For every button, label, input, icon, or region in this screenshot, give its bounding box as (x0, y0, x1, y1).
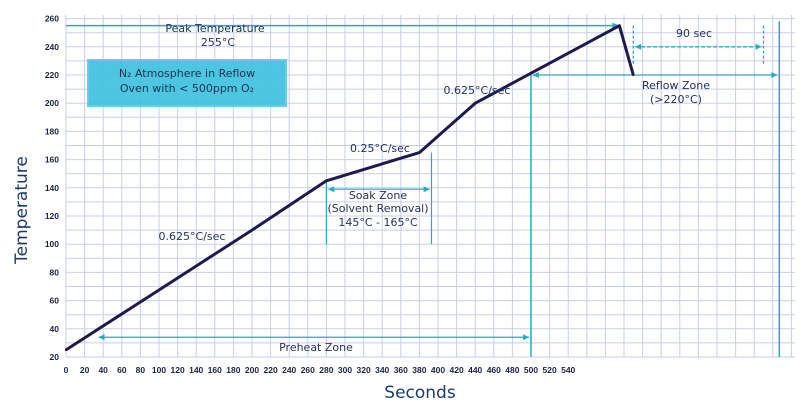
x-tick-label: 220 (264, 365, 278, 375)
y-tick-label: 20 (50, 352, 60, 362)
x-axis-title: Seconds (384, 383, 456, 403)
x-tick-label: 260 (301, 365, 315, 375)
profile-point (418, 151, 421, 154)
peak-temperature-value: 255°C (201, 36, 235, 49)
x-tick-label: 360 (394, 365, 408, 375)
profile-point (64, 348, 68, 352)
profile-point (632, 73, 635, 77)
profile-point (474, 102, 477, 105)
preheat-arrowhead-left (98, 334, 105, 341)
x-tick-label: 460 (487, 365, 501, 375)
x-tick-label: 320 (357, 365, 371, 375)
y-tick-label: 140 (45, 183, 59, 193)
n2-box-outline (87, 59, 287, 107)
y-tick-label: 180 (45, 126, 59, 136)
y-tick-label: 40 (50, 324, 60, 334)
reflow-arrowhead-left (532, 72, 539, 78)
x-tick-label: 80 (136, 365, 146, 375)
y-axis-title: Temperature (12, 156, 32, 265)
y-tick-label: 240 (45, 42, 59, 52)
n2-box-line2: Oven with < 500ppm O₂ (120, 82, 254, 95)
x-tick-label: 60 (117, 365, 127, 375)
x-tick-label: 140 (189, 365, 203, 375)
reflow-ramp-rate: 0.625°C/sec (444, 84, 511, 97)
zone-guides (66, 21, 781, 357)
x-tick-label: 20 (80, 365, 90, 375)
x-tick-label: 540 (561, 365, 575, 375)
preheat-ramp-rate: 0.625°C/sec (159, 230, 226, 243)
preheat-zone-label: Preheat Zone (279, 341, 353, 354)
x-tick-label: 340 (375, 365, 389, 375)
x-tick-label: 160 (208, 365, 222, 375)
y-tick-label: 120 (45, 211, 59, 221)
y-tick-label: 100 (45, 239, 59, 249)
reflow-zone-range: (>220°C) (650, 93, 702, 106)
soak-zone-range: 145°C - 165°C (338, 216, 418, 229)
profile-point (325, 179, 328, 182)
soak-ramp-rate: 0.25°C/sec (350, 142, 410, 155)
x-tick-label: 120 (171, 365, 185, 375)
soak-arrowhead-left (328, 186, 335, 193)
y-tick-label: 60 (50, 296, 60, 306)
x-tick-label: 380 (412, 365, 426, 375)
reflow-zone-label: Reflow Zone (642, 79, 710, 92)
profile-point (250, 228, 254, 232)
time-above-label: 90 sec (676, 27, 712, 40)
y-tick-label: 200 (45, 98, 59, 108)
x-tick-label: 420 (450, 365, 464, 375)
x-tick-label: 440 (468, 365, 482, 375)
x-tick-label: 0 (64, 365, 69, 375)
x-tick-label: 400 (431, 365, 445, 375)
soak-arrowhead-right (423, 186, 430, 193)
soak-zone-note: (Solvent Removal) (327, 202, 428, 215)
x-tick-label: 240 (282, 365, 296, 375)
y-tick-label: 80 (50, 267, 60, 277)
x-tick-label: 500 (524, 365, 538, 375)
x-tick-label: 300 (338, 365, 352, 375)
x-tick-label: 480 (505, 365, 519, 375)
profile-series (64, 24, 635, 352)
reflow-arrowhead-right (771, 72, 778, 78)
x-tick-label: 100 (152, 365, 166, 375)
n2-box-line1: N₂ Atmosphere in Reflow (119, 67, 255, 80)
peak-temperature-label: Peak Temperature (165, 22, 265, 35)
y-tick-label: 160 (45, 155, 59, 165)
y-tick-labels: 20 40 60 80 100 120 140 160 180 200 220 240 260 (45, 14, 59, 362)
y-tick-label: 260 (45, 14, 59, 24)
x-tick-label: 280 (319, 365, 333, 375)
x-tick-label: 520 (543, 365, 557, 375)
x-tick-labels: 0 20 40 60 80 100 120 140 160 180 200 220 240 260 280 3… (64, 365, 576, 375)
time-above-arrowhead-right (755, 43, 762, 50)
n2-atmosphere-box: N₂ Atmosphere in Reflow Oven with < 500p… (87, 59, 287, 107)
x-tick-label: 180 (226, 365, 240, 375)
soak-zone-label: Soak Zone (349, 189, 408, 202)
x-tick-label: 200 (245, 365, 259, 375)
preheat-arrowhead-right (523, 334, 530, 341)
time-above-arrowhead-left (635, 43, 642, 50)
profile-point (618, 24, 621, 27)
y-tick-label: 220 (45, 70, 59, 80)
x-tick-label: 40 (98, 365, 108, 375)
